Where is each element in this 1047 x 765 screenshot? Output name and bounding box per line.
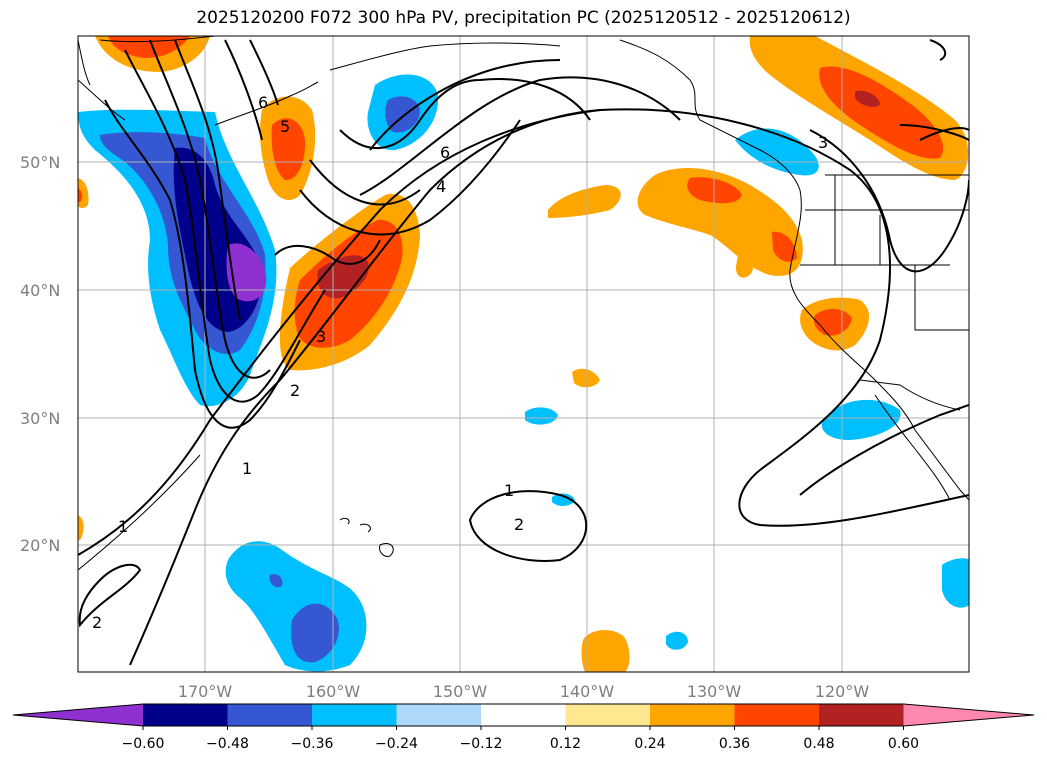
lon-label: 170°W	[178, 682, 233, 701]
contour-label: 1	[118, 517, 128, 536]
pv-contour-labels: 6 5 3 6 4 2 1 1 2 1 2 3	[92, 93, 828, 632]
contour-label: 1	[242, 459, 252, 478]
contour-label: 2	[290, 381, 300, 400]
lon-label: 150°W	[433, 682, 488, 701]
colorbar-segment	[734, 704, 820, 726]
contour-label: 4	[436, 177, 446, 196]
colorbar-segment	[396, 704, 482, 726]
colorbar-tick-label: −0.60	[122, 736, 165, 752]
contour-label: 1	[504, 481, 514, 500]
map-area: 6 5 3 6 4 2 1 1 2 1 2 3	[78, 36, 969, 672]
contour-label: 3	[818, 133, 828, 152]
colorbar-tick-label: −0.48	[206, 736, 249, 752]
colorbar-extend-min	[13, 704, 143, 726]
colorbar-tick-label: 0.36	[719, 736, 750, 752]
contour-label: 5	[280, 117, 290, 136]
colorbar-extend-max	[903, 704, 1034, 726]
colorbar-tick-label: 0.12	[550, 736, 581, 752]
lon-label: 120°W	[815, 682, 870, 701]
map-frame	[77, 35, 970, 673]
contour-label: 2	[92, 613, 102, 632]
lat-label: 20°N	[20, 536, 60, 555]
positive-anomaly-shading	[78, 36, 969, 672]
colorbar-segment	[143, 704, 228, 726]
pv-contours	[78, 39, 969, 666]
lon-label: 160°W	[306, 682, 361, 701]
lat-label: 40°N	[20, 281, 60, 300]
map-title: 2025120200 F072 300 hPa PV, precipitatio…	[196, 8, 851, 28]
gridlines	[78, 36, 969, 672]
colorbar-tick-label: −0.24	[375, 736, 418, 752]
colorbar-segment	[819, 704, 904, 726]
colorbar-tick-label: −0.36	[291, 736, 334, 752]
contour-label: 2	[514, 515, 524, 534]
colorbar-tick-label: 0.48	[803, 736, 834, 752]
lat-label: 50°N	[20, 153, 60, 172]
colorbar-segment	[650, 704, 735, 726]
latitude-labels: 50°N 40°N 30°N 20°N	[20, 153, 60, 555]
colorbar: −0.60 −0.48 −0.36 −0.24 −0.12 0.12 0.24 0.36 0.4…	[12, 703, 1035, 752]
longitude-labels: 170°W 160°W 150°W 140°W 130°W 120°W	[178, 682, 870, 701]
lat-label: 30°N	[20, 409, 60, 428]
coastlines	[99, 36, 969, 557]
contour-label: 3	[316, 327, 326, 346]
lon-label: 130°W	[687, 682, 742, 701]
colorbar-segment	[481, 704, 566, 726]
colorbar-segment	[312, 704, 397, 726]
lon-label: 140°W	[560, 682, 615, 701]
colorbar-tick-label: 0.60	[888, 736, 919, 752]
contour-label: 6	[440, 143, 450, 162]
colorbar-tick-label: 0.24	[634, 736, 665, 752]
colorbar-tick-label: −0.12	[460, 736, 503, 752]
contour-label: 6	[258, 93, 268, 112]
colorbar-segment	[227, 704, 313, 726]
pv-contours-thin	[78, 39, 201, 571]
colorbar-segment	[565, 704, 651, 726]
